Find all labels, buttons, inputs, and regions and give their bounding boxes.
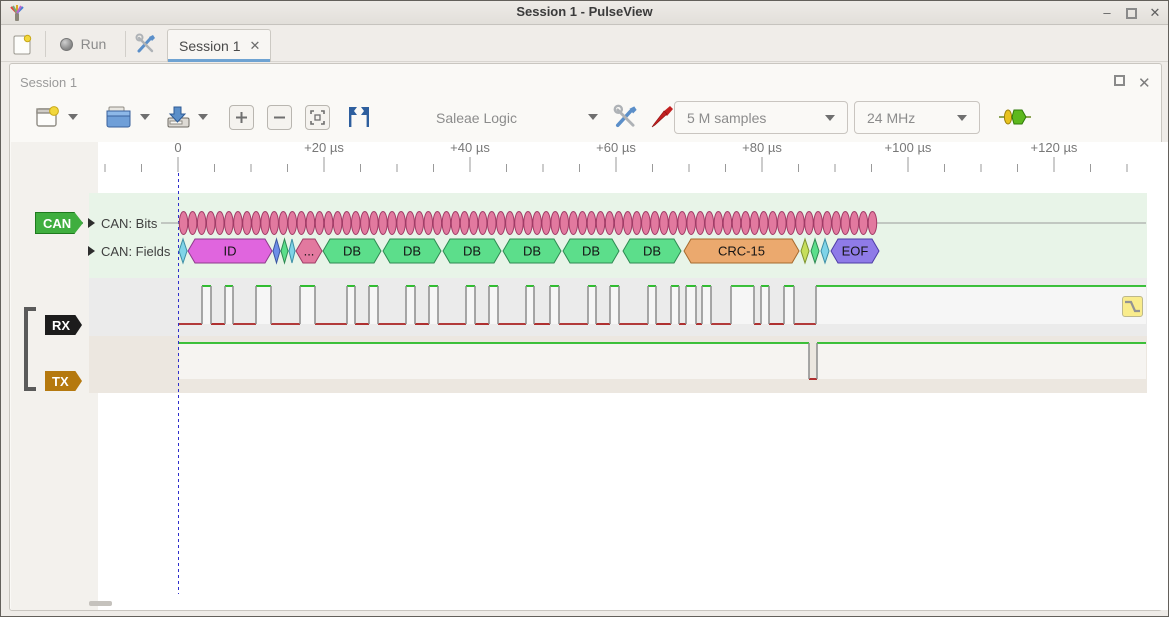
open-dropdown-caret[interactable] (140, 114, 150, 120)
save-button[interactable] (162, 101, 194, 133)
save-icon (167, 106, 189, 128)
open-button[interactable] (102, 101, 134, 133)
rx-signal-tag[interactable]: RX (45, 315, 82, 335)
tx-band (89, 336, 1147, 393)
new-session-icon (13, 34, 31, 54)
probe-icon (651, 106, 673, 128)
run-led-icon (59, 37, 73, 51)
channels-button[interactable] (646, 102, 676, 132)
new-view-dropdown-caret[interactable] (68, 114, 78, 120)
session-panel-title: Session 1 (20, 75, 78, 90)
settings-button[interactable] (132, 30, 160, 58)
configure-device-button[interactable] (611, 102, 641, 132)
wrench-screwdriver-icon (613, 104, 637, 128)
panel-restore-button[interactable] (1114, 73, 1125, 86)
main-toolbar: Run Session 1 ✕ (1, 26, 1168, 62)
zoom-out-button[interactable] (267, 105, 292, 130)
maximize-button[interactable] (1123, 5, 1139, 21)
zoom-fit-icon (310, 110, 325, 125)
zoom-in-button[interactable] (229, 105, 254, 130)
device-name[interactable]: Saleae Logic (436, 110, 517, 126)
rx-band (89, 278, 1147, 336)
toolbar-separator (125, 31, 126, 57)
sample-rate-caret (957, 114, 967, 121)
expander-arrow-icon[interactable] (88, 246, 95, 256)
pulseview-logo-icon (10, 5, 24, 21)
window-title: Session 1 - PulseView (516, 4, 653, 19)
run-button-label: Run (80, 36, 107, 52)
minus-icon (274, 116, 285, 119)
falling-edge-icon (1125, 300, 1140, 313)
close-button[interactable]: ✕ (1149, 5, 1161, 20)
decoder-icon (999, 109, 1031, 125)
sample-count-combobox[interactable]: 5 M samples (674, 101, 848, 134)
minimize-button[interactable]: – (1103, 5, 1111, 20)
device-dropdown-caret[interactable] (588, 114, 598, 120)
trigger-marker[interactable] (1122, 296, 1143, 317)
horizontal-scrollbar-thumb[interactable] (89, 601, 112, 606)
flags-icon (349, 107, 369, 127)
zoom-fit-button[interactable] (305, 105, 330, 130)
sample-count-value: 5 M samples (687, 109, 767, 126)
tx-signal-tag[interactable]: TX (45, 371, 82, 391)
decoder-row-label[interactable]: CAN: Bits (101, 216, 158, 231)
new-view-icon (36, 106, 59, 127)
add-decoder-button[interactable] (998, 104, 1032, 130)
plus-icon (236, 112, 247, 123)
wrench-screwdriver-icon (135, 33, 155, 53)
save-dropdown-caret[interactable] (198, 114, 208, 120)
signal-group-bracket[interactable] (24, 307, 36, 391)
session-tab-label: Session 1 (179, 38, 241, 54)
run-button[interactable]: Run (53, 30, 113, 58)
can-decoder-tag[interactable]: CAN (35, 212, 83, 234)
decoder-row-label[interactable]: CAN: Fields (101, 244, 171, 259)
new-session-button[interactable] (9, 30, 35, 58)
sample-count-caret (825, 114, 835, 121)
toolbar-separator (45, 31, 46, 57)
panel-close-icon[interactable]: ✕ (1138, 75, 1151, 92)
zoom-to-markers-button[interactable] (344, 103, 374, 131)
session-tab[interactable]: Session 1 ✕ (167, 29, 271, 62)
open-folder-icon (106, 106, 130, 128)
new-view-button[interactable] (32, 102, 62, 132)
decoder-band (89, 193, 1147, 278)
sample-rate-value: 24 MHz (867, 109, 916, 126)
title-bar[interactable]: Session 1 - PulseView – ✕ (1, 1, 1168, 25)
sample-rate-combobox[interactable]: 24 MHz (854, 101, 980, 134)
tab-close-icon[interactable]: ✕ (249, 38, 261, 53)
expander-arrow-icon[interactable] (88, 218, 95, 228)
